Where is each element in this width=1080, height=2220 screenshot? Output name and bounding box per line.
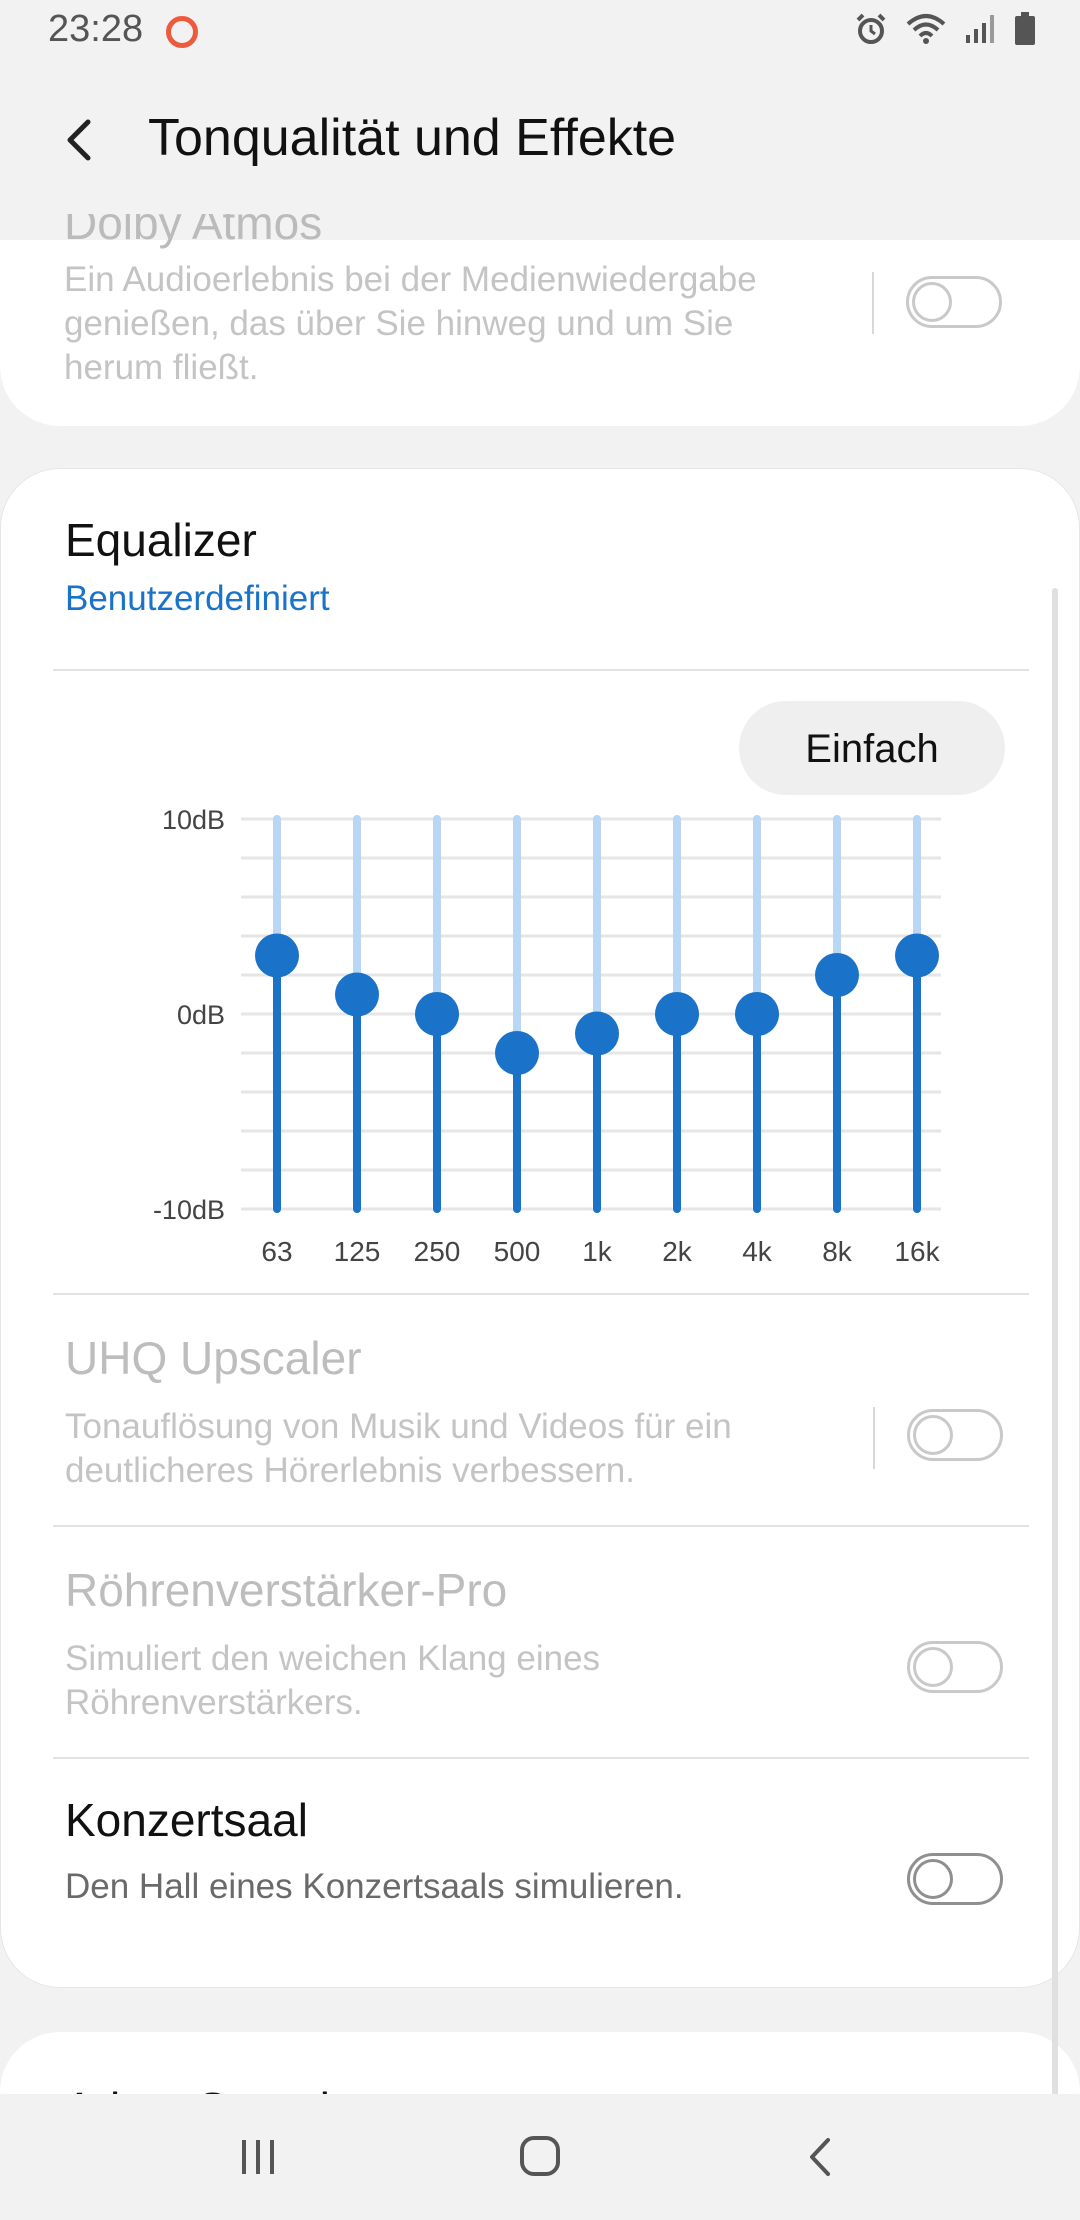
y-tick-label: -10dB	[153, 1195, 225, 1225]
signal-icon	[966, 15, 994, 43]
eq-band-handle[interactable]	[735, 992, 779, 1036]
page-title: Tonqualität und Effekte	[148, 109, 677, 167]
toggle-knob	[913, 1415, 953, 1455]
x-tick-label: 250	[414, 1236, 461, 1267]
back-arrow-icon	[67, 119, 91, 161]
home-button[interactable]	[510, 2132, 570, 2182]
eq-band-handle[interactable]	[895, 933, 939, 978]
vertical-divider	[873, 1407, 875, 1469]
status-time: 23:28	[48, 8, 144, 50]
home-icon	[520, 2136, 560, 2176]
setting-description: Den Hall eines Konzertsaals simulieren.	[65, 1867, 684, 1906]
setting-title: UHQ Upscaler	[65, 1332, 362, 1384]
simple-mode-button[interactable]: Einfach	[739, 701, 1005, 795]
divider	[53, 1757, 1029, 1759]
x-tick-label: 8k	[822, 1236, 853, 1267]
setting-title: Röhrenverstärker-Pro	[65, 1564, 508, 1616]
recording-icon	[166, 16, 198, 48]
wifi-icon	[906, 14, 946, 44]
eq-band-handle[interactable]	[335, 972, 379, 1017]
navigation-bar	[0, 2094, 1080, 2220]
alarm-icon	[856, 13, 886, 44]
setting-description: Ein Audioerlebnis bei der Medienwiederga…	[64, 260, 757, 387]
setting-description: Tonauflösung von Musik und Videos für ei…	[65, 1407, 732, 1490]
setting-title: Dolby Atmos	[64, 214, 323, 249]
eq-band-handle[interactable]	[415, 992, 459, 1036]
uhq-upscaler-toggle[interactable]	[907, 1409, 1003, 1461]
equalizer-card: Equalizer Benutzerdefiniert Einfach 10dB…	[0, 468, 1080, 1988]
eq-band-handle[interactable]	[255, 933, 299, 978]
equalizer-chart[interactable]: 10dB 0dB -10dB 63 125 250 500 1k 2k 4k 8k 16k	[121, 809, 961, 1269]
back-button[interactable]	[52, 110, 112, 170]
status-icons	[854, 12, 1036, 46]
battery-icon	[1015, 12, 1035, 45]
scroll-content[interactable]: Dolby Atmos Ein Audioerlebnis bei der Me…	[0, 214, 1080, 2094]
x-tick-label: 125	[334, 1236, 381, 1267]
y-tick-label: 10dB	[162, 809, 225, 835]
dolby-atmos-card[interactable]: Dolby Atmos Ein Audioerlebnis bei der Me…	[0, 214, 1080, 426]
eq-band-handle[interactable]	[495, 1031, 539, 1075]
x-tick-label: 4k	[742, 1236, 773, 1267]
vertical-divider	[872, 272, 874, 334]
equalizer-title: Equalizer	[65, 514, 257, 566]
recent-apps-icon	[242, 2140, 274, 2174]
concert-hall-toggle[interactable]	[907, 1853, 1003, 1905]
setting-description: Simuliert den weichen Klang eines Röhren…	[65, 1639, 601, 1722]
x-tick-label: 2k	[662, 1236, 693, 1267]
x-tick-label: 500	[494, 1236, 541, 1267]
header: Tonqualität und Effekte	[0, 64, 1080, 214]
y-tick-label: 0dB	[177, 1000, 225, 1030]
nav-back-button[interactable]	[792, 2132, 852, 2182]
divider	[53, 669, 1029, 671]
back-icon	[810, 2138, 830, 2176]
adapt-sound-card[interactable]: Adapt Sound	[0, 2032, 1080, 2094]
divider	[53, 1293, 1029, 1295]
equalizer-preset: Benutzerdefiniert	[65, 579, 330, 618]
toggle-knob	[913, 1859, 953, 1899]
recent-apps-button[interactable]	[228, 2132, 288, 2182]
toggle-knob	[912, 282, 952, 322]
toggle-knob	[913, 1647, 953, 1687]
eq-band-handle[interactable]	[655, 992, 699, 1036]
scrollbar[interactable]	[1052, 588, 1058, 2094]
eq-band-handle[interactable]	[815, 953, 859, 997]
tube-amp-toggle[interactable]	[907, 1641, 1003, 1693]
dolby-atmos-toggle[interactable]	[906, 276, 1002, 328]
setting-title: Adapt Sound	[64, 2082, 330, 2094]
eq-band-handle[interactable]	[575, 1011, 619, 1056]
status-bar: 23:28	[0, 0, 1080, 64]
x-tick-label: 63	[261, 1236, 292, 1267]
x-tick-label: 16k	[894, 1236, 940, 1267]
x-tick-label: 1k	[582, 1236, 613, 1267]
divider	[53, 1525, 1029, 1527]
setting-title: Konzertsaal	[65, 1794, 308, 1846]
